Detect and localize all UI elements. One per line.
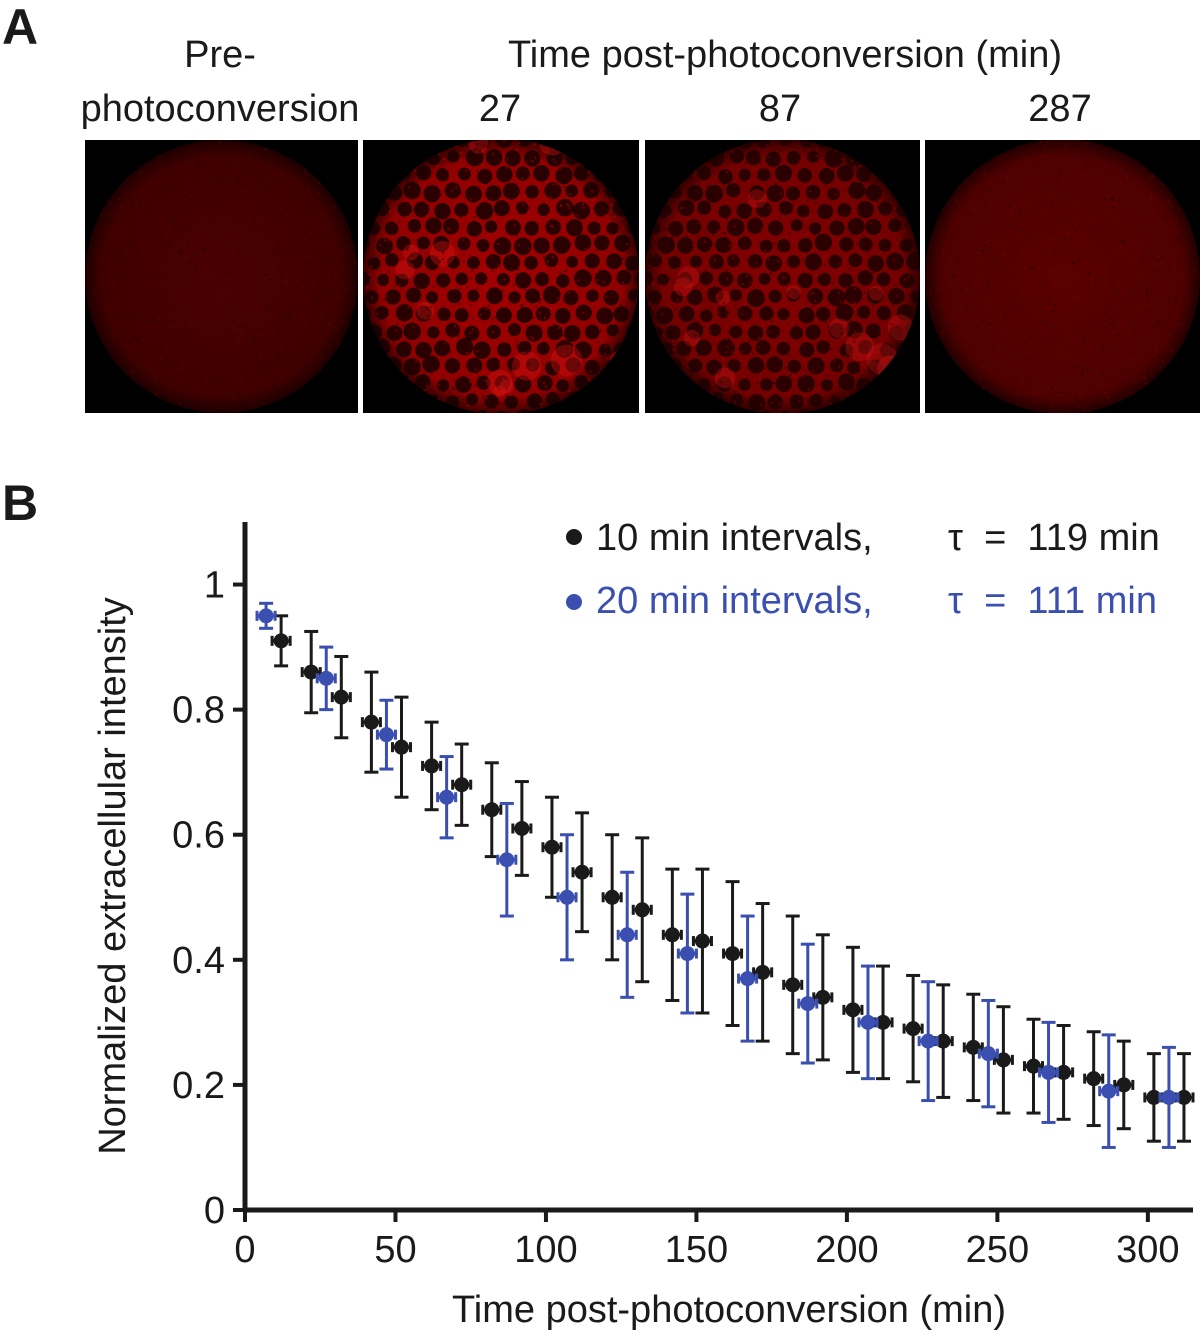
x-tick-label: 200 [815,1229,878,1271]
data-point [604,889,620,905]
y-tick-label: 0.6 [172,815,225,857]
x-axis-label: Time post-photoconversion (min) [452,1289,1006,1331]
data-point [935,1033,951,1049]
chart-axes: 0 0.2 0.4 0.6 0.8 1 0 50 100 150 200 250 300 Time pos… [92,522,1193,1331]
data-point [679,946,695,962]
data-point [1116,1077,1132,1093]
decay-scatter-chart: 0 0.2 0.4 0.6 0.8 1 0 50 100 150 200 250 300 Time pos… [92,517,1195,1331]
data-point [333,689,349,705]
embryo-disc [85,140,358,413]
y-tick-label: 0.4 [172,940,225,982]
timepoint-label: 287 [1028,88,1092,130]
data-point [439,789,455,805]
data-point [740,971,756,987]
series-20min [255,601,1180,1149]
pre-photoconversion-label-line1: Pre- [184,34,256,76]
chart-legend: 10 min intervals, τ = 119 min 20 min int… [566,517,1160,622]
data-point [378,727,394,743]
x-tick-label: 250 [966,1229,1029,1271]
y-tick-label: 0.8 [172,690,225,732]
data-point [1176,1089,1192,1105]
data-point [393,739,409,755]
data-point [980,1046,996,1062]
data-point [875,1014,891,1030]
data-point [920,1033,936,1049]
micrograph-87-min [645,140,920,413]
x-tick-label: 100 [514,1229,577,1271]
data-point [258,608,274,624]
data-point [303,664,319,680]
data-point [965,1039,981,1055]
y-tick-label: 0.2 [172,1065,225,1107]
data-point [1086,1071,1102,1087]
micrograph-287-min [925,140,1200,413]
data-point [559,889,575,905]
data-point [544,839,560,855]
micrograph-27-min [363,140,639,413]
data-point [860,1014,876,1030]
data-point [574,864,590,880]
legend-marker-10min [566,529,582,545]
timepoint-label: 87 [758,88,802,130]
x-tick-label: 300 [1116,1229,1179,1271]
data-point [1161,1089,1177,1105]
data-point [514,820,530,836]
data-point [484,802,500,818]
y-tick-label: 0 [204,1190,225,1232]
data-point [1041,1064,1057,1080]
data-point [1056,1064,1072,1080]
legend-label-20min: 20 min intervals, [596,580,873,622]
data-point [454,777,470,793]
timepoint-label: 27 [478,88,522,130]
y-tick-label: 1 [204,565,225,607]
data-point [273,633,289,649]
legend-tau-10min: τ = 119 min [948,517,1160,559]
data-point [815,989,831,1005]
pre-photoconversion-label-line2: photoconversion [80,88,360,130]
x-tick-label: 150 [665,1229,728,1271]
data-point [905,1021,921,1037]
data-point [363,714,379,730]
panel-a-letter: A [2,0,39,55]
data-point [1146,1089,1162,1105]
data-point [664,927,680,943]
data-point [995,1052,1011,1068]
x-tick-label: 50 [374,1229,416,1271]
data-point [694,933,710,949]
legend-label-10min: 10 min intervals, [596,517,873,559]
data-point [845,1002,861,1018]
data-point [634,902,650,918]
micrograph-pre-photoconversion [85,140,358,413]
data-point [755,964,771,980]
data-point [1025,1058,1041,1074]
data-point [499,852,515,868]
data-point [318,670,334,686]
data-point [785,977,801,993]
data-point [1101,1083,1117,1099]
chart-marks [255,601,1195,1149]
legend-marker-20min [566,594,582,610]
panel-b-letter: B [2,475,39,531]
data-point [619,927,635,943]
x-tick-label: 0 [234,1229,255,1271]
data-point [424,758,440,774]
data-point [800,996,816,1012]
y-axis-label: Normalized extracellular intensity [92,597,134,1155]
data-point [725,946,741,962]
time-post-photoconversion-header: Time post-photoconversion (min) [507,34,1063,76]
series-10min [270,614,1195,1143]
legend-tau-20min: τ = 111 min [948,580,1157,622]
embryo-disc [925,140,1200,413]
